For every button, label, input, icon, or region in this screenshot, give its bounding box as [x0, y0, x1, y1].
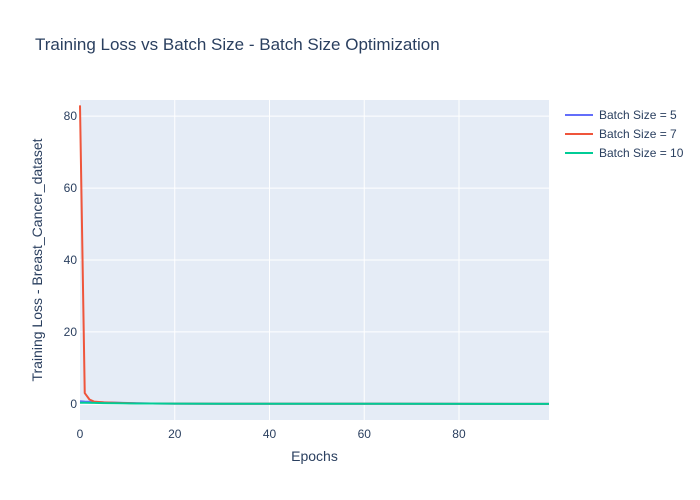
y-tick-label: 20 [64, 325, 78, 339]
x-tick-labels: 0 20 40 60 80 [77, 427, 466, 441]
series-lines [79, 105, 550, 405]
x-tick-label: 80 [452, 427, 466, 441]
y-tick-label: 40 [64, 253, 78, 267]
y-tick-label: 80 [64, 109, 78, 123]
x-tick-label: 20 [168, 427, 182, 441]
x-tick-label: 60 [358, 427, 372, 441]
legend-item[interactable]: Batch Size = 10 [565, 146, 684, 160]
series-line-3 [79, 401, 550, 405]
x-axis-title: Epochs [291, 448, 338, 464]
x-tick-label: 0 [77, 427, 84, 441]
grid [80, 100, 549, 420]
y-tick-labels: 0 20 40 60 80 [64, 109, 78, 411]
x-tick-label: 40 [263, 427, 277, 441]
legend-label: Batch Size = 10 [599, 146, 684, 160]
legend-item[interactable]: Batch Size = 5 [565, 108, 677, 122]
y-axis-title: Training Loss - Breast_Cancer_dataset [29, 138, 45, 381]
y-tick-label: 60 [64, 181, 78, 195]
chart-title: Training Loss vs Batch Size - Batch Size… [35, 35, 440, 54]
y-tick-label: 0 [70, 397, 77, 411]
legend-label: Batch Size = 5 [599, 108, 677, 122]
legend-label: Batch Size = 7 [599, 127, 677, 141]
legend: Batch Size = 5 Batch Size = 7 Batch Size =… [565, 108, 684, 160]
legend-item[interactable]: Batch Size = 7 [565, 127, 677, 141]
